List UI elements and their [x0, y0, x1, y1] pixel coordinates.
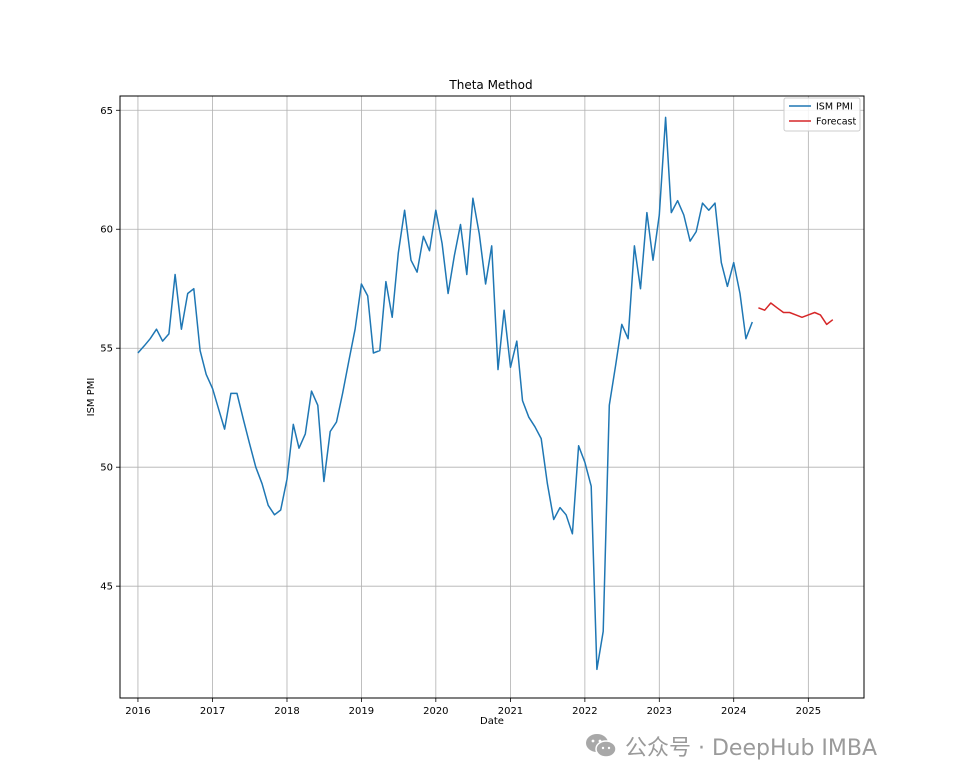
series-line-forecast	[758, 302, 834, 326]
x-tick-label: 2024	[721, 706, 746, 717]
series-layer	[137, 116, 834, 671]
y-tick-label: 65	[100, 106, 113, 117]
x-tick-label: 2025	[796, 706, 821, 717]
watermark: 公众号 · DeepHub IMBA	[585, 728, 877, 764]
y-tick-label: 45	[100, 582, 113, 593]
x-tick-label: 2023	[647, 706, 672, 717]
x-tick-label: 2021	[498, 706, 523, 717]
x-axis: 2016 2017 2018 2019 2020 2021 2022 2023 2024 2025	[125, 698, 821, 717]
x-tick-label: 2022	[572, 706, 597, 717]
x-tick-label: 2020	[423, 706, 448, 717]
y-tick-label: 55	[100, 344, 113, 355]
legend: ISM PMI Forecast	[783, 97, 861, 132]
chart-title: Theta Method	[448, 78, 532, 92]
x-tick-label: 2019	[349, 706, 374, 717]
x-tick-label: 2017	[200, 706, 225, 717]
series-line-ism-pmi	[137, 116, 754, 671]
y-axis-label: ISM PMI	[86, 378, 97, 417]
legend-label: Forecast	[816, 117, 856, 128]
grid-lines	[120, 96, 864, 698]
watermark-text: 公众号 · DeepHub IMBA	[625, 736, 878, 761]
y-tick-label: 50	[100, 463, 113, 474]
wechat-icon	[586, 734, 617, 758]
y-tick-label: 60	[100, 225, 113, 236]
legend-label: ISM PMI	[816, 102, 853, 113]
axes-frame	[119, 95, 865, 699]
y-axis: 45 50 55 60 65	[100, 106, 120, 593]
x-tick-label: 2018	[274, 706, 299, 717]
x-axis-label: Date	[480, 716, 504, 727]
x-tick-label: 2016	[125, 706, 150, 717]
